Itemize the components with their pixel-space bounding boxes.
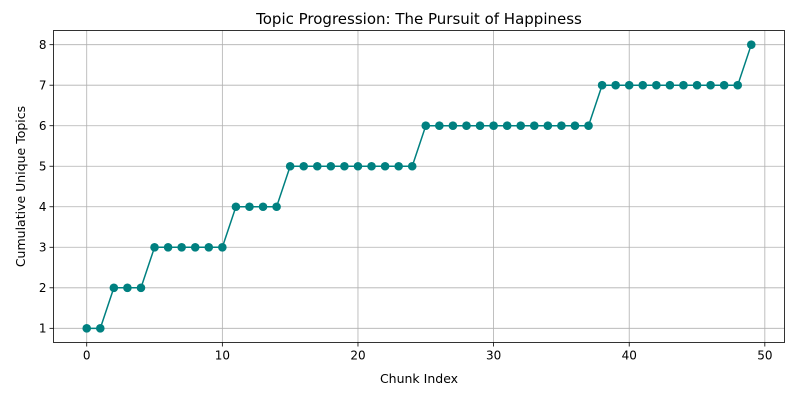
y-tick-label: 4	[39, 200, 47, 214]
x-tick-label: 0	[83, 349, 91, 363]
data-point	[679, 80, 688, 90]
data-point	[624, 80, 634, 90]
data-point	[435, 121, 444, 131]
data-point	[502, 121, 512, 131]
data-point	[733, 80, 743, 90]
x-tick-label: 10	[215, 349, 230, 363]
data-point	[231, 202, 241, 212]
data-point	[638, 80, 648, 90]
data-point	[652, 80, 661, 90]
data-point	[462, 121, 471, 131]
y-tick-label: 6	[39, 119, 47, 133]
data-point	[285, 161, 295, 171]
data-point	[706, 80, 715, 90]
data-point	[746, 40, 756, 49]
data-point	[570, 121, 580, 131]
data-point	[299, 161, 309, 171]
x-tick-label: 50	[757, 349, 772, 363]
data-point	[557, 121, 566, 131]
y-tick-label: 1	[39, 322, 47, 336]
data-point	[529, 121, 539, 131]
data-point	[340, 161, 349, 171]
y-tick-label: 8	[39, 38, 47, 52]
data-point	[218, 242, 227, 252]
data-point	[394, 161, 403, 171]
data-point	[245, 202, 254, 212]
data-point	[82, 324, 92, 333]
data-point	[475, 121, 485, 131]
series-line	[86, 44, 752, 330]
data-point	[516, 121, 526, 131]
plot-frame	[53, 30, 785, 343]
data-point	[204, 242, 214, 252]
y-tick-label: 3	[39, 241, 47, 255]
data-point	[421, 121, 431, 131]
y-tick-label: 2	[39, 281, 47, 295]
data-point	[692, 80, 702, 90]
data-point	[190, 242, 200, 252]
y-tick-label: 7	[39, 79, 47, 93]
x-tick-label: 40	[622, 349, 637, 363]
data-point	[312, 161, 322, 171]
y-tick-label: 5	[39, 160, 47, 174]
data-point	[109, 283, 119, 293]
data-point	[367, 161, 376, 171]
data-point	[719, 80, 729, 90]
grid-layer	[53, 30, 785, 343]
data-point	[353, 161, 363, 171]
x-tick-label: 20	[350, 349, 365, 363]
data-point	[380, 161, 390, 171]
data-point	[258, 202, 268, 212]
data-point	[95, 324, 105, 333]
y-axis-label: Cumulative Unique Topics	[13, 106, 28, 267]
data-point	[326, 161, 336, 171]
data-point	[136, 283, 146, 293]
data-point	[665, 80, 675, 90]
data-point	[584, 121, 593, 131]
data-point	[123, 283, 132, 293]
series-layer	[82, 40, 756, 333]
tick-layer: 0 10 20 30 40 50 1 2 3 4 5 6 7 8	[39, 38, 773, 363]
data-point	[448, 121, 458, 131]
data-point	[597, 80, 607, 90]
chart-title: Topic Progression: The Pursuit of Happin…	[255, 10, 582, 28]
data-point	[177, 242, 186, 252]
data-point	[407, 161, 417, 171]
data-point	[163, 242, 173, 252]
data-point	[272, 202, 281, 212]
data-point	[150, 242, 159, 252]
x-axis-label: Chunk Index	[380, 371, 458, 386]
x-tick-label: 30	[486, 349, 501, 363]
data-point	[489, 121, 498, 131]
data-point	[611, 80, 620, 90]
data-point	[543, 121, 553, 131]
